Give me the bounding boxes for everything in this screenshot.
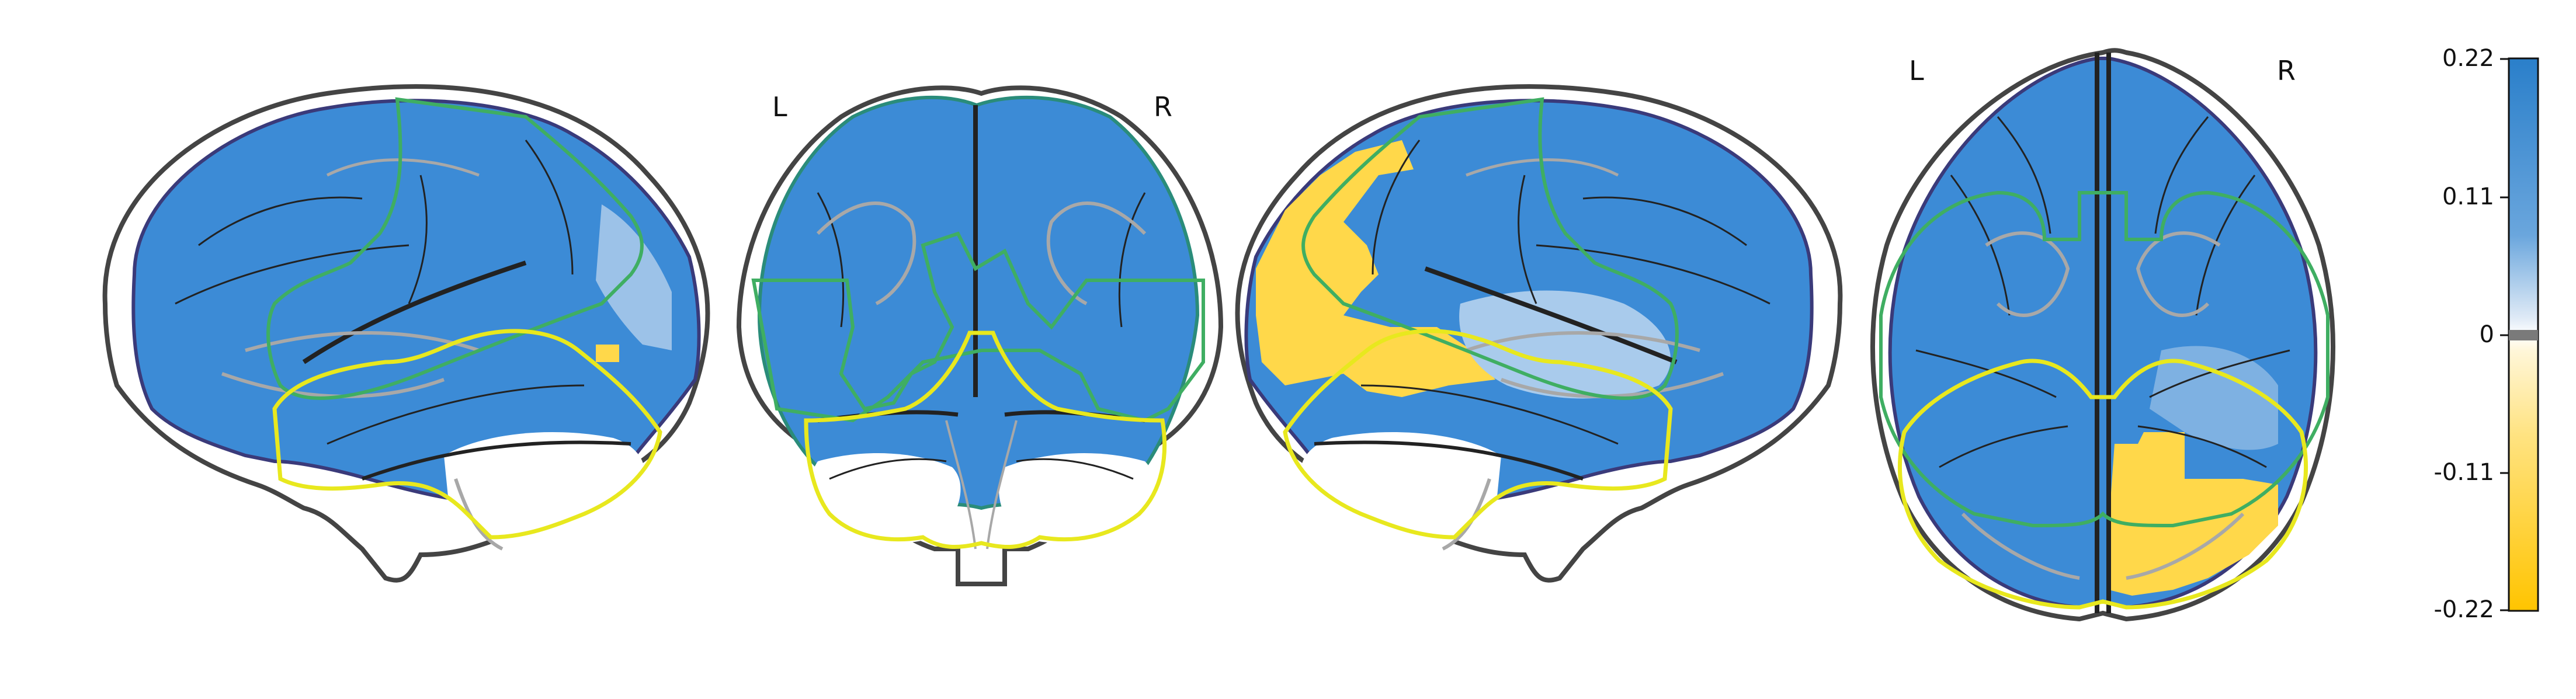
axial-light-patch [2150,346,2278,450]
axial-right-label: R [2277,55,2296,86]
colorbar-zero-marker [2509,330,2538,340]
colorbar-tick-label: 0 [2479,321,2494,348]
sagittal-left-contour-yellow [272,329,662,540]
coronal-cerebellum-left-blank [810,453,961,544]
axial-negative-occipital [2109,432,2278,596]
coronal-cerebellum-right-blank [999,453,1156,544]
sagittal-left-negative-spot [596,345,619,362]
axial-view [1870,48,2335,622]
coronal-right-label: R [1154,91,1172,123]
sagittal-left-cerebellum-blank [444,432,645,552]
colorbar-tick-label: -0.11 [2433,459,2495,486]
coronal-activation-positive [757,95,1200,522]
coronal-contour-yellow [804,331,1167,549]
colorbar-tick-label: 0.11 [2442,183,2494,210]
axial-contour-green [1879,190,2329,528]
colorbar [2500,57,2539,612]
sagittal-right-negative-temporal [1343,327,1495,397]
sagittal-left-view [102,84,710,583]
coronal-left-label: L [772,91,787,123]
sagittal-right-contour-yellow [1283,329,1673,540]
sagittal-left-contour-green [266,97,644,400]
sagittal-right-negative-frontal [1256,140,1414,385]
axial-left-label: L [1909,55,1924,86]
coronal-view [736,85,1224,586]
sagittal-right-sulci [1314,140,1770,551]
colorbar-tick-label: -0.22 [2433,596,2495,623]
sagittal-left-light-patch [596,204,672,350]
sagittal-right-contour-green [1301,97,1679,400]
coronal-contour-green [751,231,1205,423]
colorbar-tick-label: 0.22 [2442,45,2494,72]
sagittal-right-cerebellum-blank [1300,432,1501,552]
sagittal-left-sulci [175,140,631,551]
sagittal-right-light-patch [1459,290,1671,399]
axial-contour-yellow [1898,359,2308,610]
axial-outline [1870,48,2335,622]
sagittal-right-view [1235,84,1843,583]
